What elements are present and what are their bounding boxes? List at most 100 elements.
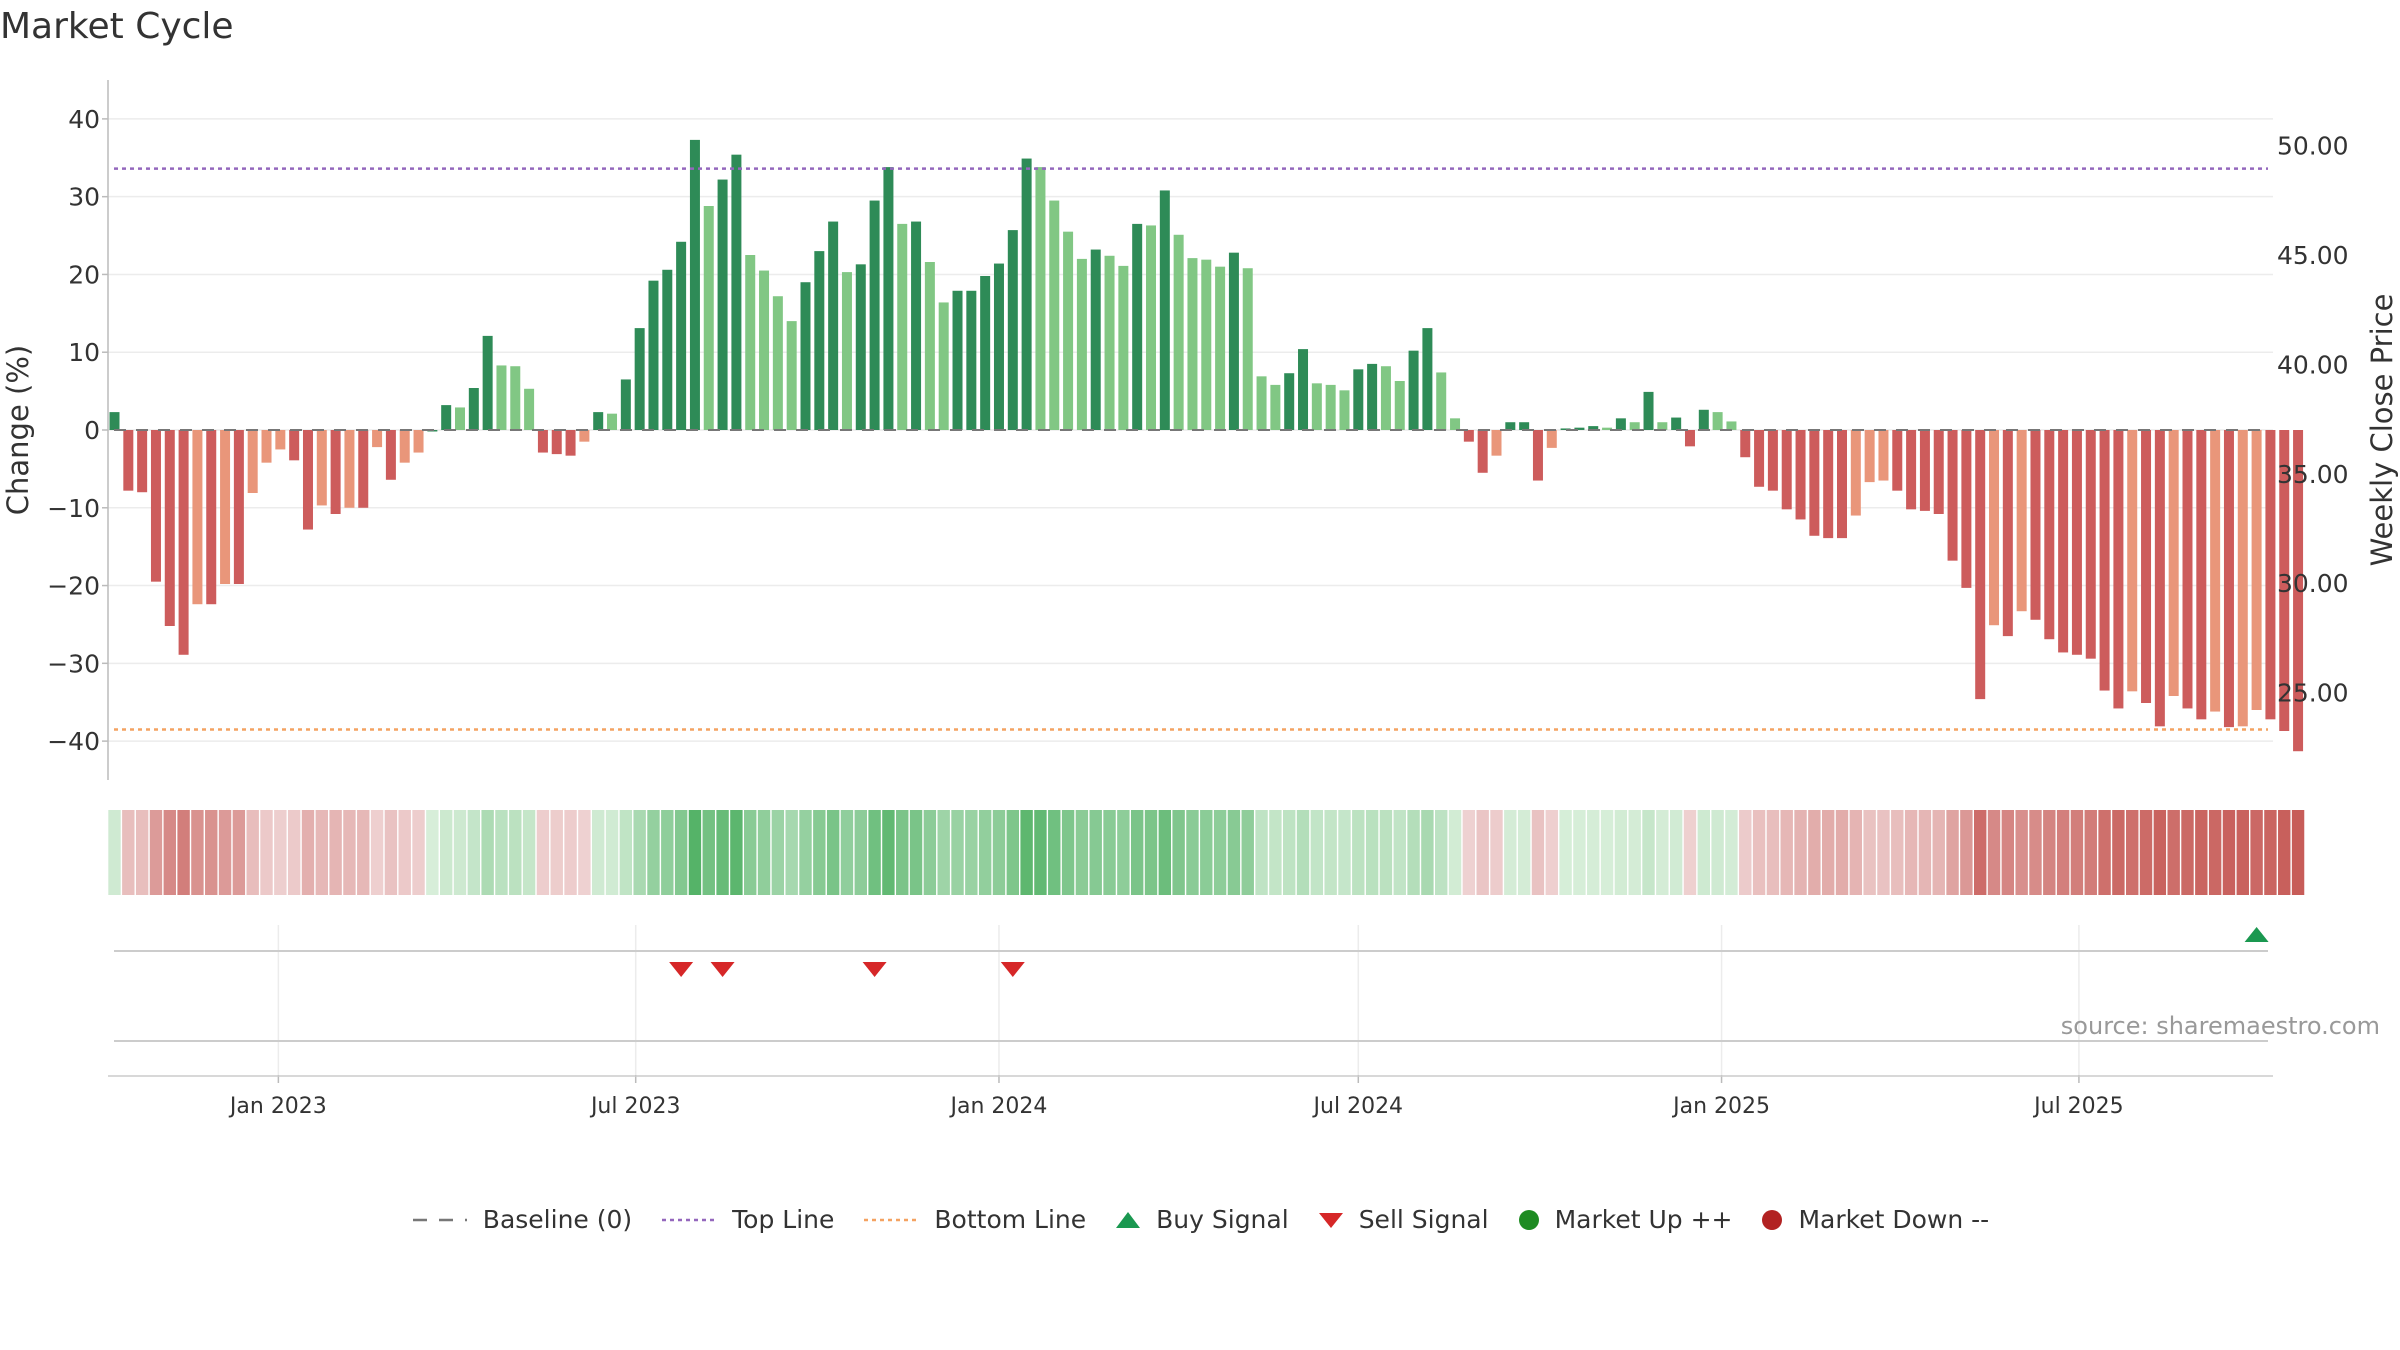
bar: [1007, 230, 1018, 430]
bar: [137, 430, 148, 493]
legend-item: Bottom Line: [862, 1205, 1086, 1234]
legend-line-icon: [662, 1218, 717, 1221]
heat-cell: [1283, 810, 1296, 895]
bar: [2279, 430, 2290, 731]
heat-cell: [426, 810, 439, 895]
heat-cell: [744, 810, 757, 895]
heat-cell: [1946, 810, 1959, 895]
bar: [537, 430, 548, 453]
heat-cell: [412, 810, 425, 895]
heat-cell: [771, 810, 785, 895]
heat-cell: [813, 810, 826, 895]
bar: [2265, 430, 2276, 720]
heat-cell: [882, 810, 895, 895]
heat-cell: [1241, 810, 1254, 895]
heat-cell: [2195, 810, 2208, 895]
bar: [2293, 430, 2304, 752]
legend-label: Market Up ++: [1554, 1205, 1733, 1234]
bar: [1270, 384, 1281, 430]
heat-cell: [1987, 810, 2001, 895]
heat-cell: [826, 810, 840, 895]
bar: [1712, 412, 1723, 430]
heat-cell: [2291, 810, 2305, 895]
heat-cell: [1020, 810, 1033, 895]
heat-cell: [2222, 810, 2236, 895]
legend-item: Buy Signal: [1114, 1205, 1289, 1234]
bar: [1063, 231, 1074, 430]
y2-tick-label: 40.00: [2277, 350, 2349, 379]
reference-lines-layer: [114, 167, 2268, 731]
heat-cell: [1089, 810, 1102, 895]
heat-cell: [1808, 810, 1821, 895]
sell-signal-marker: [862, 962, 887, 977]
bar: [1118, 265, 1129, 430]
heat-cell: [1711, 810, 1724, 895]
labels-layer: Jan 2023 Jul 2023 Jan 2024 Jul 2024 Jan 2025…: [1, 105, 2399, 1119]
bar: [1754, 430, 1765, 487]
bar: [648, 280, 659, 430]
bar: [1519, 422, 1530, 430]
heat-cell: [1365, 810, 1379, 895]
heat-cell: [301, 810, 315, 895]
bar: [966, 290, 977, 430]
bar: [980, 276, 991, 430]
bar: [1477, 430, 1488, 473]
bar: [2182, 430, 2193, 709]
bar: [1975, 430, 1986, 700]
heat-cell: [2070, 810, 2084, 895]
bar: [1919, 430, 1930, 511]
heat-cell: [1379, 810, 1393, 895]
heat-cell: [1974, 810, 1987, 895]
heat-cell: [1960, 810, 1973, 895]
y-tick-label: −30: [47, 649, 100, 678]
heat-cell: [1296, 810, 1310, 895]
x-tick-label: Jul 2024: [1312, 1094, 1404, 1119]
bar: [579, 430, 590, 442]
heat-cell: [868, 810, 881, 895]
legend-label: Top Line: [732, 1205, 835, 1234]
bar: [924, 262, 935, 430]
heat-cell: [1421, 810, 1434, 895]
bar: [2058, 430, 2069, 653]
heat-cell: [840, 810, 854, 895]
heat-cell: [163, 810, 176, 895]
heat-cell: [2181, 810, 2194, 895]
bar: [1933, 430, 1944, 514]
heat-cell: [232, 810, 246, 895]
heat-cell: [1559, 810, 1572, 895]
bar: [1394, 381, 1405, 430]
bar: [178, 430, 189, 655]
bar: [1173, 234, 1184, 430]
heat-cell: [716, 810, 729, 895]
y2-tick-label: 45.00: [2277, 241, 2349, 270]
bar: [1311, 383, 1322, 430]
heat-cell: [1462, 810, 1476, 895]
bar: [855, 264, 866, 430]
heat-cell: [909, 810, 923, 895]
bar: [1325, 384, 1336, 430]
heat-cell: [522, 810, 536, 895]
bar: [911, 221, 922, 430]
bar: [482, 335, 493, 430]
y2-tick-label: 35.00: [2277, 460, 2349, 489]
triangle-down-icon: [1318, 1212, 1343, 1228]
heat-cell: [1490, 810, 1503, 895]
bar: [1367, 363, 1378, 430]
bar: [1242, 268, 1253, 430]
heat-cell: [1918, 810, 1932, 895]
bar: [551, 430, 562, 455]
source-note: source: sharemaestro.com: [2060, 1012, 2380, 1040]
bar: [745, 255, 756, 430]
bar: [620, 379, 631, 430]
heat-cell: [2029, 810, 2042, 895]
bar: [841, 272, 852, 430]
legend: Baseline (0) Top Line Bottom Line Buy Signa…: [0, 1205, 2400, 1234]
heat-cell: [633, 810, 646, 895]
bar: [1187, 258, 1198, 430]
heat-cell: [1600, 810, 1614, 895]
heat-cell: [260, 810, 273, 895]
bar: [2168, 430, 2179, 696]
heat-cell: [1683, 810, 1697, 895]
heat-cell: [274, 810, 287, 895]
heat-cell: [1863, 810, 1876, 895]
